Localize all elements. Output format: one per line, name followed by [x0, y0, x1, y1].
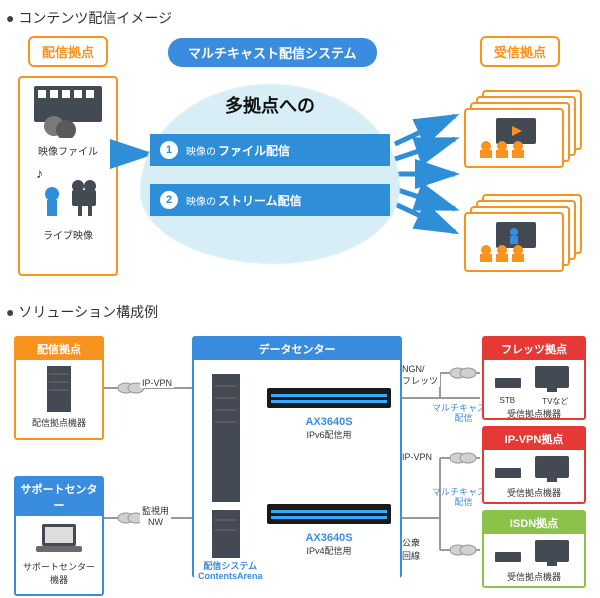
datacenter-box: データセンター 配信システム ContentsArena AX3640S IPv… [192, 336, 402, 578]
dist-server2-icon [208, 510, 244, 560]
sw2-use: IPv4配信用 [264, 544, 394, 557]
lbl-nw: 監視用 NW [140, 504, 171, 527]
stb-tv-icon [489, 364, 579, 394]
flets-box: フレッツ拠点 STB TVなど 受信拠点機器 [482, 336, 586, 420]
source-box: 映像ファイル ♪ ライブ映像 [18, 76, 118, 276]
ipvpn-box: IP-VPN拠点 受信拠点機器 [482, 426, 586, 504]
svg-text:♪: ♪ [36, 166, 43, 181]
live-icon: ♪ [28, 166, 108, 222]
dist-server-icon [208, 374, 244, 504]
cloud: 多拠点への 1 映像の ファイル配信 2 映像の ストリーム配信 [140, 84, 400, 264]
laptop-icon [32, 520, 86, 558]
diagram-distribution: 配信拠点 マルチキャスト配信システム 受信拠点 映像ファイル ♪ ライブ映像 多… [0, 34, 600, 294]
lbl-kousen: 公衆 回線 [400, 536, 422, 562]
section1-title: コンテンツ配信イメージ [0, 0, 600, 34]
pill-stream: 2 映像の ストリーム配信 [150, 184, 390, 216]
isdn-box: ISDN拠点 受信拠点機器 [482, 510, 586, 588]
server-icon [41, 364, 77, 414]
support-box: サポートセンター サポートセンター 機器 [14, 476, 104, 596]
switch2-icon [265, 500, 393, 530]
stb-tv-icon [489, 538, 579, 568]
stb-tv-icon [489, 454, 579, 484]
film-label: 映像ファイル [24, 143, 112, 158]
rx-stack-1 [464, 90, 584, 160]
cloud-title: 多拠点への [140, 92, 400, 118]
pill-file: 1 映像の ファイル配信 [150, 134, 390, 166]
live-label: ライブ映像 [24, 227, 112, 242]
system-tag: マルチキャスト配信システム [168, 38, 377, 67]
rx-stack-2 [464, 194, 584, 264]
source-tag: 配信拠点 [28, 36, 108, 67]
section2-title: ソリューション構成例 [0, 294, 600, 328]
lbl-ngn: NGN/ フレッツ [400, 364, 440, 387]
viewer-icon [470, 220, 558, 264]
switch1-icon [265, 384, 393, 414]
diagram-solution: IP-VPN 監視用 NW NGN/ フレッツ マルチキャスト 配信 IP-VP… [0, 328, 600, 598]
dist-sys-l2: ContentsArena [198, 572, 263, 582]
lbl-ipvpn2: IP-VPN [400, 452, 434, 462]
receive-tag: 受信拠点 [480, 36, 560, 67]
sw1-use: IPv6配信用 [264, 428, 394, 441]
film-icon [28, 84, 108, 138]
viewer-icon [470, 116, 558, 160]
sw1-name: AX3640S [264, 416, 394, 428]
lbl-ipvpn: IP-VPN [140, 378, 174, 388]
src-box: 配信拠点 配信拠点機器 [14, 336, 104, 440]
sw2-name: AX3640S [264, 532, 394, 544]
